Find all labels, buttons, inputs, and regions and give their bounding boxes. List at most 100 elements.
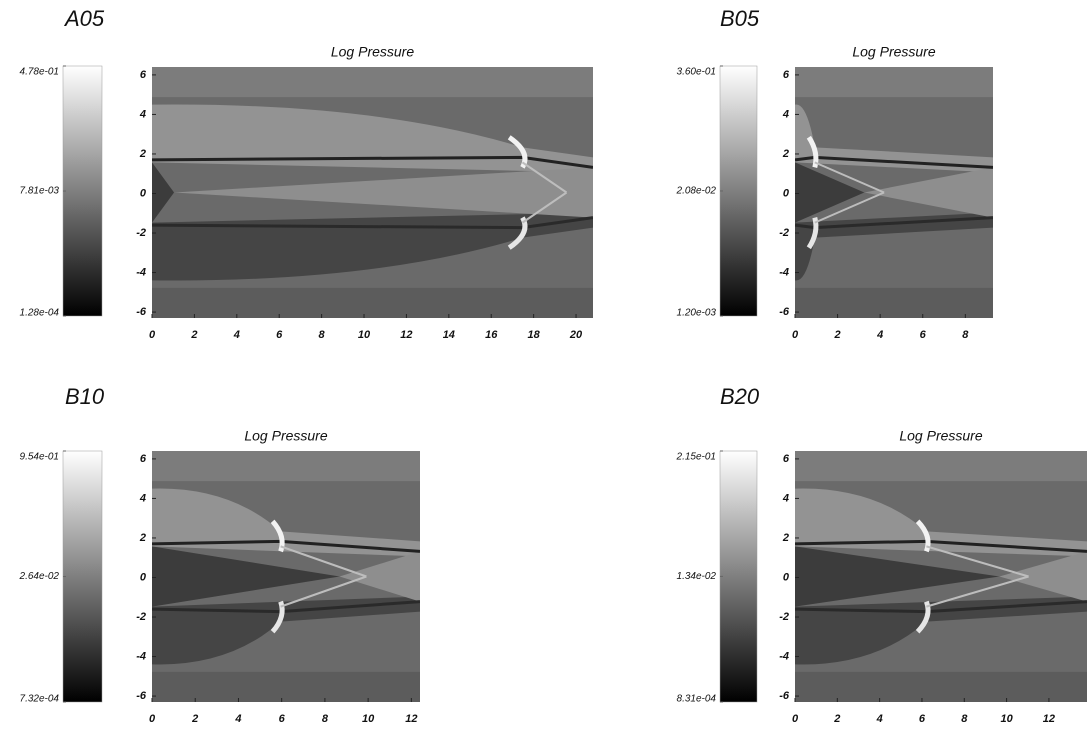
field-upper — [152, 104, 593, 173]
field-bottom — [795, 671, 1087, 702]
field-lower — [152, 596, 420, 665]
colorbar-tick-label: 4.78e-01 — [20, 67, 59, 78]
y-tick-label: -2 — [779, 227, 789, 239]
y-tick-label: -2 — [136, 611, 146, 623]
y-tick-label: -6 — [779, 690, 790, 702]
field-top — [795, 67, 993, 98]
x-tick-label: 2 — [191, 713, 198, 725]
plot-title: Log Pressure — [899, 428, 982, 444]
y-tick-label: -4 — [779, 650, 789, 662]
x-tick-label: 4 — [876, 329, 883, 341]
y-tick-label: 4 — [782, 108, 789, 120]
field-lower — [152, 212, 593, 281]
field-lower — [795, 212, 993, 281]
field-core — [152, 162, 175, 223]
x-tick-label: 2 — [190, 329, 197, 341]
panel-label: B20 — [720, 384, 760, 409]
x-tick-label: 2 — [833, 713, 840, 725]
y-tick-label: 0 — [140, 187, 147, 199]
y-tick-label: 0 — [783, 187, 790, 199]
y-tick-label: -2 — [136, 227, 146, 239]
field-bright — [280, 545, 367, 608]
x-tick-label: 8 — [322, 713, 329, 725]
field-core — [795, 162, 865, 223]
colorbar-tick-label: 2.64e-02 — [19, 571, 60, 582]
x-tick-label: 12 — [1043, 713, 1055, 725]
field-upper — [795, 104, 993, 173]
plot-title: Log Pressure — [852, 44, 935, 60]
field-bottom — [152, 287, 593, 318]
colorbar-tick-label: 7.81e-03 — [20, 186, 60, 197]
colorbar — [719, 65, 758, 317]
x-tick-label: 4 — [876, 713, 883, 725]
y-tick-label: 4 — [782, 492, 789, 504]
field-wedge — [339, 551, 420, 602]
field-bright — [806, 216, 819, 250]
colorbar-tick-label: 2.15e-01 — [676, 452, 716, 463]
y-tick-label: -2 — [779, 611, 789, 623]
x-tick-label: 8 — [319, 329, 326, 341]
panel-label: B05 — [720, 6, 760, 31]
x-tick-label: 6 — [919, 713, 926, 725]
y-tick-label: -6 — [779, 306, 790, 318]
x-tick-label: 4 — [234, 713, 241, 725]
x-tick-label: 12 — [400, 329, 412, 341]
field-bright — [507, 216, 528, 250]
x-tick-label: 14 — [443, 329, 455, 341]
y-tick-label: -4 — [136, 650, 146, 662]
y-tick-label: 6 — [783, 453, 790, 465]
y-tick-label: -4 — [779, 266, 789, 278]
y-tick-label: -4 — [136, 266, 146, 278]
field-wedge — [174, 167, 593, 218]
colorbar-tick-label: 8.31e-04 — [677, 694, 717, 705]
x-tick-label: 0 — [792, 329, 799, 341]
heatmap-image — [795, 67, 993, 318]
x-tick-label: 18 — [528, 329, 541, 341]
x-tick-label: 0 — [149, 713, 156, 725]
field-bright — [814, 161, 885, 224]
y-tick-label: 0 — [783, 571, 790, 583]
x-tick-label: 2 — [834, 329, 841, 341]
y-tick-label: -6 — [136, 690, 147, 702]
field-top — [152, 451, 420, 482]
colorbar-tick-label: 7.32e-04 — [20, 694, 60, 705]
field-lower — [795, 596, 1087, 665]
field-bright — [270, 600, 285, 634]
field-wedge — [999, 551, 1087, 602]
x-tick-label: 10 — [358, 329, 371, 341]
colorbar-tick-label: 3.60e-01 — [677, 67, 716, 78]
field-top — [795, 451, 1087, 482]
field-bright — [507, 135, 528, 169]
colorbar-tick-label: 2.08e-02 — [676, 186, 717, 197]
colorbar-tick-label: 9.54e-01 — [20, 452, 59, 463]
colorbar-tick-label: 1.28e-04 — [20, 308, 60, 319]
heatmap-image — [152, 67, 593, 318]
y-tick-label: 2 — [782, 532, 789, 544]
y-tick-label: 4 — [139, 108, 146, 120]
field-bottom — [152, 671, 420, 702]
field-bright — [915, 600, 931, 634]
y-tick-label: 4 — [139, 492, 146, 504]
field-bright — [915, 519, 931, 553]
x-tick-label: 8 — [962, 329, 969, 341]
x-tick-label: 10 — [1000, 713, 1013, 725]
y-tick-label: 2 — [782, 148, 789, 160]
y-tick-label: 0 — [140, 571, 147, 583]
colorbar — [62, 65, 103, 317]
field-top — [152, 67, 593, 98]
field-upper — [795, 488, 1087, 557]
y-tick-label: 6 — [140, 69, 147, 81]
x-tick-label: 16 — [485, 329, 498, 341]
y-tick-label: 2 — [139, 532, 146, 544]
colorbar — [62, 450, 103, 703]
field-core — [795, 546, 1000, 607]
x-tick-label: 0 — [149, 329, 156, 341]
y-tick-label: 6 — [140, 453, 147, 465]
heatmap-image — [152, 451, 420, 702]
field-bright — [926, 545, 1029, 608]
x-tick-label: 0 — [792, 713, 799, 725]
colorbar-tick-label: 1.34e-02 — [677, 571, 717, 582]
x-tick-label: 12 — [405, 713, 417, 725]
plot-title: Log Pressure — [331, 44, 414, 60]
